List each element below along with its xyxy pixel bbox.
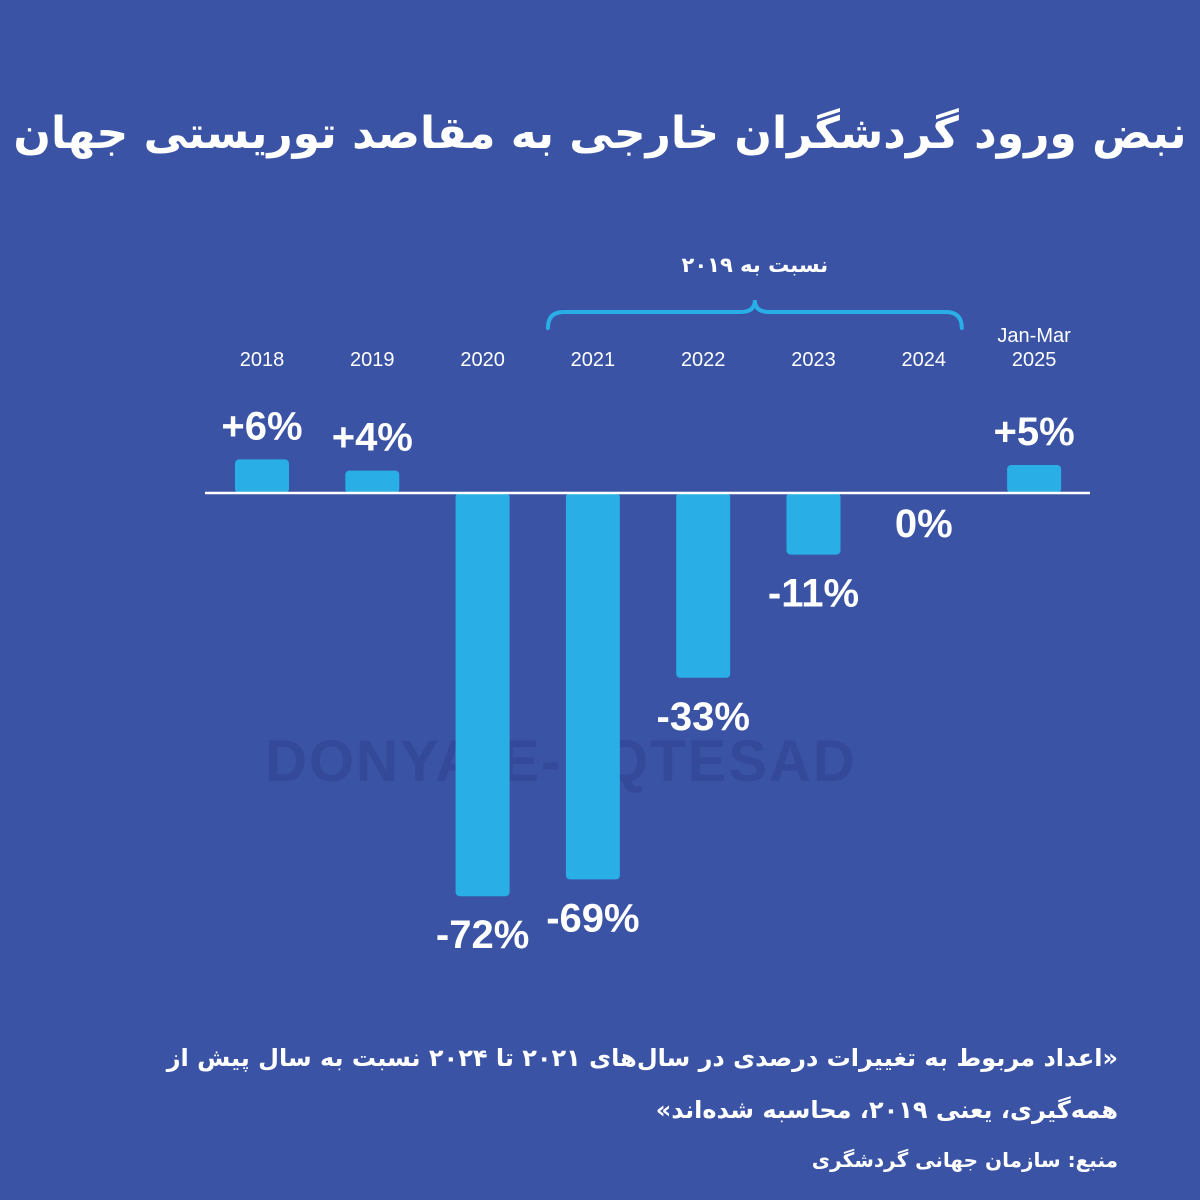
source-text: منبع: سازمان جهانی گردشگری <box>811 1148 1118 1172</box>
data-label: 0% <box>895 502 953 546</box>
bar <box>786 493 841 555</box>
x-tick-label: 2021 <box>571 349 616 371</box>
data-label: -72% <box>436 913 529 957</box>
x-tick-label: 2018 <box>240 349 285 371</box>
chart-title: نبض ورود گردشگران خارجی به مقاصد توریستی… <box>13 108 1187 159</box>
bar <box>676 493 731 678</box>
data-label: -11% <box>768 572 859 616</box>
watermark: DONYA-E-EQTESAD <box>265 729 857 794</box>
bar <box>1007 465 1062 493</box>
data-label: -33% <box>657 695 750 739</box>
footnote: «اعداد مربوط به تغییرات درصدی در سال‌های… <box>166 1044 1118 1124</box>
data-label: +6% <box>221 404 302 448</box>
bar <box>235 459 289 493</box>
data-label: +5% <box>994 410 1075 454</box>
x-tick-label: 2024 <box>902 349 947 371</box>
bar-chart: 2018 2019 2020 2021 2022 2023 2024 Jan-Mar 2025 ن… <box>205 253 1090 957</box>
data-label: -69% <box>546 896 639 940</box>
x-tick-label: 2023 <box>791 349 836 371</box>
bracket <box>545 299 964 330</box>
x-tick-label: 2022 <box>681 349 726 371</box>
bar <box>455 493 510 897</box>
bar <box>345 470 400 493</box>
x-tick-label: 2019 <box>350 349 395 371</box>
data-label: +4% <box>332 416 413 460</box>
bracket-label: نسبت به ۲۰۱۹ <box>682 253 829 277</box>
x-tick-label: 2020 <box>460 349 505 371</box>
bar <box>565 493 620 880</box>
x-tick-label: Jan-Mar 2025 <box>997 325 1071 371</box>
